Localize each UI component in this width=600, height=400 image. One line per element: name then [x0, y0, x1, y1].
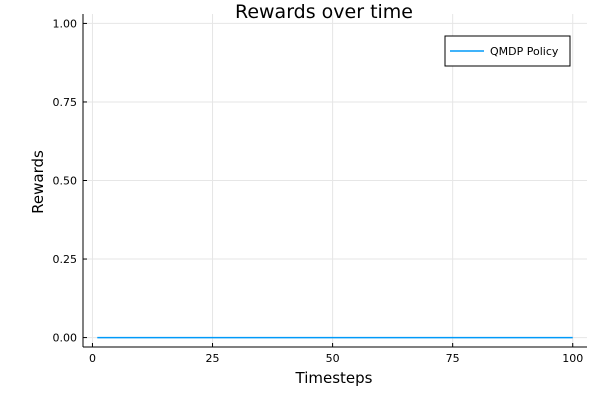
y-axis-label: Rewards	[29, 150, 47, 214]
legend: QMDP Policy	[444, 35, 571, 67]
ticks: 0 25 50 75 100 0.00 0.25 0.50 0.75 1.00	[53, 17, 584, 365]
x-tick-label: 75	[446, 352, 460, 365]
x-tick-label: 25	[206, 352, 220, 365]
legend-label: QMDP Policy	[490, 45, 559, 58]
y-tick-label: 0.00	[53, 332, 78, 345]
chart-title: Rewards over time	[235, 1, 413, 23]
x-tick-label: 0	[89, 352, 96, 365]
x-axis-label: Timesteps	[295, 369, 373, 387]
y-tick-label: 0.25	[53, 253, 78, 266]
x-tick-label: 100	[562, 352, 583, 365]
y-tick-label: 0.50	[53, 175, 78, 188]
y-tick-label: 1.00	[53, 17, 78, 30]
y-tick-label: 0.75	[53, 96, 78, 109]
x-tick-label: 50	[326, 352, 340, 365]
